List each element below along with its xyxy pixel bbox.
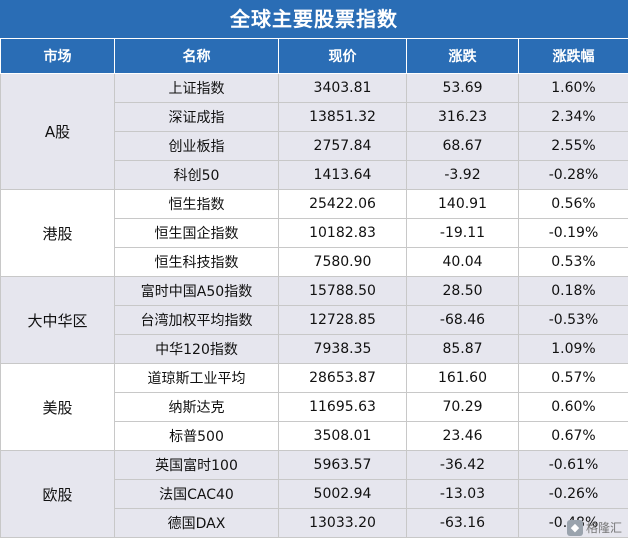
market-cell: 欧股 — [0, 450, 115, 538]
table-row: 深证成指 13851.32 316.23 2.34% — [1, 102, 628, 132]
change-cell: -68.46 — [406, 305, 519, 335]
change-cell: 316.23 — [406, 102, 519, 132]
change-cell: -3.92 — [406, 160, 519, 190]
table-row: 美股 道琼斯工业平均 28653.87 161.60 0.57% — [0, 363, 628, 451]
price-cell: 1413.64 — [278, 160, 407, 190]
page-title: 全球主要股票指数 — [0, 0, 628, 38]
table-row: 中华120指数 7938.35 85.87 1.09% — [1, 334, 628, 364]
price-cell: 11695.63 — [278, 392, 407, 422]
index-name-cell: 英国富时100 — [114, 450, 279, 480]
header-change-pct: 涨跌幅 — [518, 38, 628, 74]
change-cell: -13.03 — [406, 479, 519, 509]
change-pct-cell: 0.18% — [518, 276, 628, 306]
change-cell: 70.29 — [406, 392, 519, 422]
price-cell: 13033.20 — [278, 508, 407, 538]
index-name-cell: 纳斯达克 — [114, 392, 279, 422]
table-row: 科创50 1413.64 -3.92 -0.28% — [1, 160, 628, 190]
price-cell: 12728.85 — [278, 305, 407, 335]
change-pct-cell: 0.67% — [518, 421, 628, 451]
change-cell: 40.04 — [406, 247, 519, 277]
price-cell: 3403.81 — [278, 73, 407, 103]
price-cell: 7938.35 — [278, 334, 407, 364]
change-cell: -63.16 — [406, 508, 519, 538]
table-row: 大中华区 富时中国A50指数 15788.50 28.50 0.18% — [0, 276, 628, 364]
table-row: 欧股 英国富时100 5963.57 -36.42 -0.61% — [0, 450, 628, 538]
header-row: 市场 名称 现价 涨跌 涨跌幅 — [0, 38, 628, 74]
change-pct-cell: -0.28% — [518, 160, 628, 190]
watermark-logo-icon: ◆ — [566, 519, 583, 536]
table-body: A股 上证指数 3403.81 53.69 1.60% 深证成指 13851.32 316.2… — [0, 73, 628, 538]
index-name-cell: 标普500 — [114, 421, 279, 451]
price-cell: 25422.06 — [278, 189, 407, 219]
change-cell: 68.67 — [406, 131, 519, 161]
table-row: 法国CAC40 5002.94 -13.03 -0.26% — [1, 479, 628, 509]
change-pct-cell: -0.61% — [518, 450, 628, 480]
index-name-cell: 富时中国A50指数 — [114, 276, 279, 306]
change-pct-cell: -0.53% — [518, 305, 628, 335]
price-cell: 28653.87 — [278, 363, 407, 393]
index-name-cell: 道琼斯工业平均 — [114, 363, 279, 393]
header-market: 市场 — [0, 38, 115, 74]
watermark: ◆ 格隆汇 — [566, 519, 622, 536]
index-name-cell: 深证成指 — [114, 102, 279, 132]
change-cell: 28.50 — [406, 276, 519, 306]
change-pct-cell: 0.56% — [518, 189, 628, 219]
market-cell: 美股 — [0, 363, 115, 451]
header-change: 涨跌 — [406, 38, 519, 74]
change-pct-cell: 0.57% — [518, 363, 628, 393]
table-row: 创业板指 2757.84 68.67 2.55% — [1, 131, 628, 161]
index-name-cell: 德国DAX — [114, 508, 279, 538]
price-cell: 10182.83 — [278, 218, 407, 248]
header-name: 名称 — [114, 38, 279, 74]
change-cell: 161.60 — [406, 363, 519, 393]
change-pct-cell: 2.55% — [518, 131, 628, 161]
index-name-cell: 台湾加权平均指数 — [114, 305, 279, 335]
change-pct-cell: -0.19% — [518, 218, 628, 248]
price-cell: 5963.57 — [278, 450, 407, 480]
table-row: A股 上证指数 3403.81 53.69 1.60% — [0, 73, 628, 190]
index-name-cell: 科创50 — [114, 160, 279, 190]
change-cell: 140.91 — [406, 189, 519, 219]
header-price: 现价 — [278, 38, 407, 74]
change-cell: -19.11 — [406, 218, 519, 248]
price-cell: 2757.84 — [278, 131, 407, 161]
index-name-cell: 上证指数 — [114, 73, 279, 103]
change-pct-cell: 1.60% — [518, 73, 628, 103]
index-name-cell: 法国CAC40 — [114, 479, 279, 509]
change-cell: 23.46 — [406, 421, 519, 451]
index-name-cell: 恒生指数 — [114, 189, 279, 219]
index-name-cell: 创业板指 — [114, 131, 279, 161]
market-cell: A股 — [0, 73, 115, 190]
index-name-cell: 恒生科技指数 — [114, 247, 279, 277]
change-pct-cell: 0.53% — [518, 247, 628, 277]
change-pct-cell: 2.34% — [518, 102, 628, 132]
price-cell: 13851.32 — [278, 102, 407, 132]
table-row: 恒生国企指数 10182.83 -19.11 -0.19% — [1, 218, 628, 248]
index-name-cell: 恒生国企指数 — [114, 218, 279, 248]
price-cell: 7580.90 — [278, 247, 407, 277]
change-cell: 53.69 — [406, 73, 519, 103]
table-row: 纳斯达克 11695.63 70.29 0.60% — [1, 392, 628, 422]
table-row: 台湾加权平均指数 12728.85 -68.46 -0.53% — [1, 305, 628, 335]
table-header: 市场 名称 现价 涨跌 涨跌幅 — [0, 38, 628, 74]
price-cell: 5002.94 — [278, 479, 407, 509]
market-cell: 大中华区 — [0, 276, 115, 364]
table-row: 标普500 3508.01 23.46 0.67% — [1, 421, 628, 451]
watermark-text: 格隆汇 — [585, 521, 622, 535]
change-pct-cell: 0.60% — [518, 392, 628, 422]
change-pct-cell: 1.09% — [518, 334, 628, 364]
price-cell: 15788.50 — [278, 276, 407, 306]
index-name-cell: 中华120指数 — [114, 334, 279, 364]
change-pct-cell: -0.26% — [518, 479, 628, 509]
table-row: 港股 恒生指数 25422.06 140.91 0.56% — [0, 189, 628, 277]
price-cell: 3508.01 — [278, 421, 407, 451]
change-cell: 85.87 — [406, 334, 519, 364]
index-table: 市场 名称 现价 涨跌 涨跌幅 A股 上证指数 3403.81 53.69 1.60% 深… — [0, 38, 628, 538]
change-cell: -36.42 — [406, 450, 519, 480]
market-cell: 港股 — [0, 189, 115, 277]
